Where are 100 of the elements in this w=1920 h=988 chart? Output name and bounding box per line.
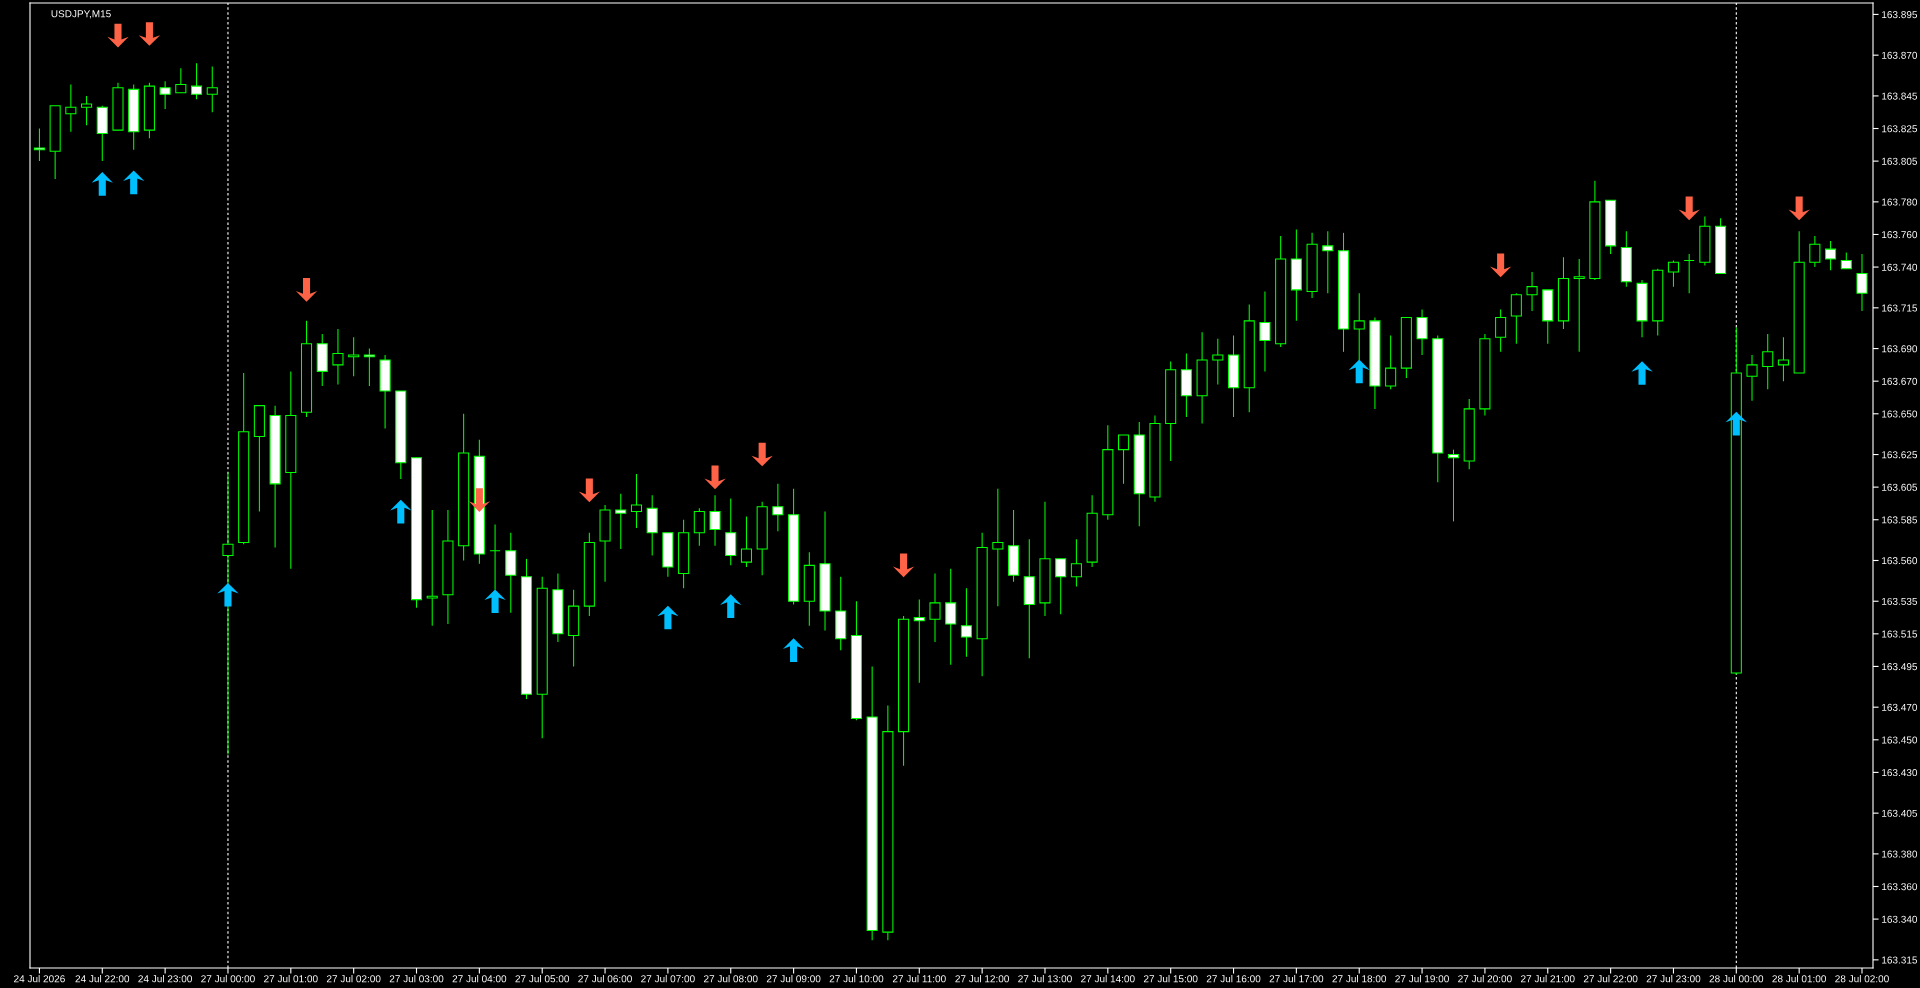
candlestick bbox=[1416, 308, 1428, 356]
candlestick bbox=[175, 67, 187, 94]
y-tick-label: 163.715 bbox=[1882, 304, 1918, 312]
y-tick-label: 163.760 bbox=[1882, 231, 1918, 239]
point bbox=[1348, 359, 1370, 384]
candlestick bbox=[191, 62, 203, 100]
point bbox=[782, 638, 805, 662]
point bbox=[657, 605, 679, 630]
candlestick bbox=[1667, 260, 1680, 288]
y-tick-label: 163.340 bbox=[1882, 915, 1918, 923]
y-tick-label: 163.515 bbox=[1882, 630, 1918, 638]
point bbox=[217, 582, 239, 607]
candlestick bbox=[1526, 271, 1538, 312]
x-tick-label: 27 Jul 07:00 bbox=[641, 974, 695, 983]
x-tick-label: 27 Jul 15:00 bbox=[1143, 974, 1198, 983]
x-tick-label: 27 Jul 09:00 bbox=[766, 974, 821, 983]
point bbox=[1725, 411, 1747, 436]
x-tick-label: 27 Jul 11:00 bbox=[892, 974, 946, 983]
x-tick-label: 27 Jul 01:00 bbox=[264, 974, 318, 983]
x-tick-label: 27 Jul 03:00 bbox=[389, 974, 444, 983]
x-tick-label: 27 Jul 04:00 bbox=[452, 974, 507, 983]
x-tick-label: 27 Jul 12:00 bbox=[955, 974, 1009, 983]
x-tick-label: 27 Jul 19:00 bbox=[1395, 974, 1449, 983]
point bbox=[751, 442, 773, 467]
candlestick bbox=[1259, 291, 1271, 372]
candlestick bbox=[1353, 292, 1365, 361]
x-tick-label: 27 Jul 16:00 bbox=[1206, 974, 1261, 983]
y-tick-label: 163.360 bbox=[1882, 883, 1918, 891]
point bbox=[578, 478, 600, 503]
point bbox=[1489, 253, 1512, 278]
y-tick-label: 163.740 bbox=[1882, 263, 1918, 271]
candlestick bbox=[1495, 308, 1507, 353]
candlestick bbox=[1762, 333, 1774, 390]
candlestick bbox=[348, 336, 360, 377]
x-tick-label: 27 Jul 10:00 bbox=[829, 974, 884, 983]
candlestick bbox=[630, 473, 643, 529]
text: USDJPY,M15 bbox=[51, 10, 111, 19]
candlestick bbox=[65, 83, 77, 133]
y-tick-label: 163.470 bbox=[1882, 703, 1918, 711]
candlestick bbox=[222, 471, 234, 755]
y-tick-label: 163.535 bbox=[1882, 597, 1918, 605]
y-tick-label: 163.495 bbox=[1882, 663, 1918, 671]
candlestick bbox=[33, 128, 45, 162]
y-tick-label: 163.450 bbox=[1882, 736, 1918, 744]
y-tick-label: 163.895 bbox=[1882, 11, 1918, 19]
point bbox=[138, 22, 161, 46]
y-tick-label: 163.380 bbox=[1882, 850, 1918, 858]
candlestick bbox=[363, 348, 375, 387]
x-tick-label: 27 Jul 14:00 bbox=[1081, 974, 1135, 983]
candlestick bbox=[1118, 434, 1130, 485]
point bbox=[892, 553, 915, 578]
candlestick bbox=[1746, 354, 1758, 402]
x-tick-label: 24 Jul 22:00 bbox=[75, 974, 130, 983]
candlestick bbox=[426, 509, 438, 627]
point bbox=[468, 488, 490, 512]
x-tick-label: 27 Jul 21:00 bbox=[1521, 974, 1575, 983]
y-tick-label: 163.405 bbox=[1882, 809, 1918, 817]
x-tick-label: 27 Jul 00:00 bbox=[201, 974, 255, 983]
candlestick bbox=[992, 488, 1004, 607]
x-tick-label: 28 Jul 01:00 bbox=[1772, 974, 1827, 983]
x-tick-label: 27 Jul 22:00 bbox=[1583, 974, 1638, 983]
y-tick-label: 163.625 bbox=[1882, 451, 1918, 459]
point bbox=[390, 499, 412, 524]
candlestick bbox=[945, 568, 957, 666]
candlestick bbox=[1055, 558, 1067, 615]
candlestick bbox=[725, 498, 737, 566]
candlestick bbox=[81, 95, 93, 126]
x-tick-label: 27 Jul 17:00 bbox=[1269, 974, 1324, 983]
y-tick-label: 163.670 bbox=[1882, 377, 1918, 385]
x-tick-label: 24 Jul 23:00 bbox=[138, 974, 192, 983]
candlestick bbox=[1322, 230, 1334, 294]
candlestick bbox=[709, 494, 721, 547]
y-tick-label: 163.315 bbox=[1882, 956, 1918, 964]
candlestick bbox=[960, 587, 972, 658]
candlestick bbox=[740, 515, 753, 568]
x-tick-label: 24 Jul 2026 bbox=[14, 974, 65, 983]
y-tick-label: 163.585 bbox=[1882, 516, 1918, 524]
candlestick bbox=[615, 493, 627, 550]
point bbox=[484, 589, 506, 614]
point bbox=[91, 172, 113, 196]
point bbox=[1678, 196, 1700, 221]
x-tick-label: 28 Jul 00:00 bbox=[1709, 974, 1764, 983]
x-tick-label: 27 Jul 13:00 bbox=[1018, 974, 1072, 983]
candlestick bbox=[1385, 335, 1397, 390]
candlestick bbox=[1447, 449, 1460, 522]
x-tick-label: 27 Jul 23:00 bbox=[1646, 974, 1701, 983]
y-tick-label: 163.870 bbox=[1882, 51, 1918, 59]
candlestick bbox=[1573, 258, 1585, 353]
y-tick-label: 163.690 bbox=[1882, 345, 1918, 353]
x-tick-label: 27 Jul 06:00 bbox=[578, 974, 632, 983]
x-tick-label: 28 Jul 02:00 bbox=[1835, 974, 1889, 983]
x-tick-label: 27 Jul 02:00 bbox=[326, 974, 381, 983]
y-tick-label: 163.430 bbox=[1882, 769, 1918, 777]
candlestick bbox=[929, 573, 941, 643]
candlestick bbox=[693, 507, 705, 547]
y-tick-label: 163.605 bbox=[1882, 483, 1918, 491]
candlestick bbox=[1809, 235, 1821, 268]
point bbox=[704, 465, 726, 490]
candlestick bbox=[159, 80, 171, 110]
point bbox=[1631, 361, 1653, 385]
